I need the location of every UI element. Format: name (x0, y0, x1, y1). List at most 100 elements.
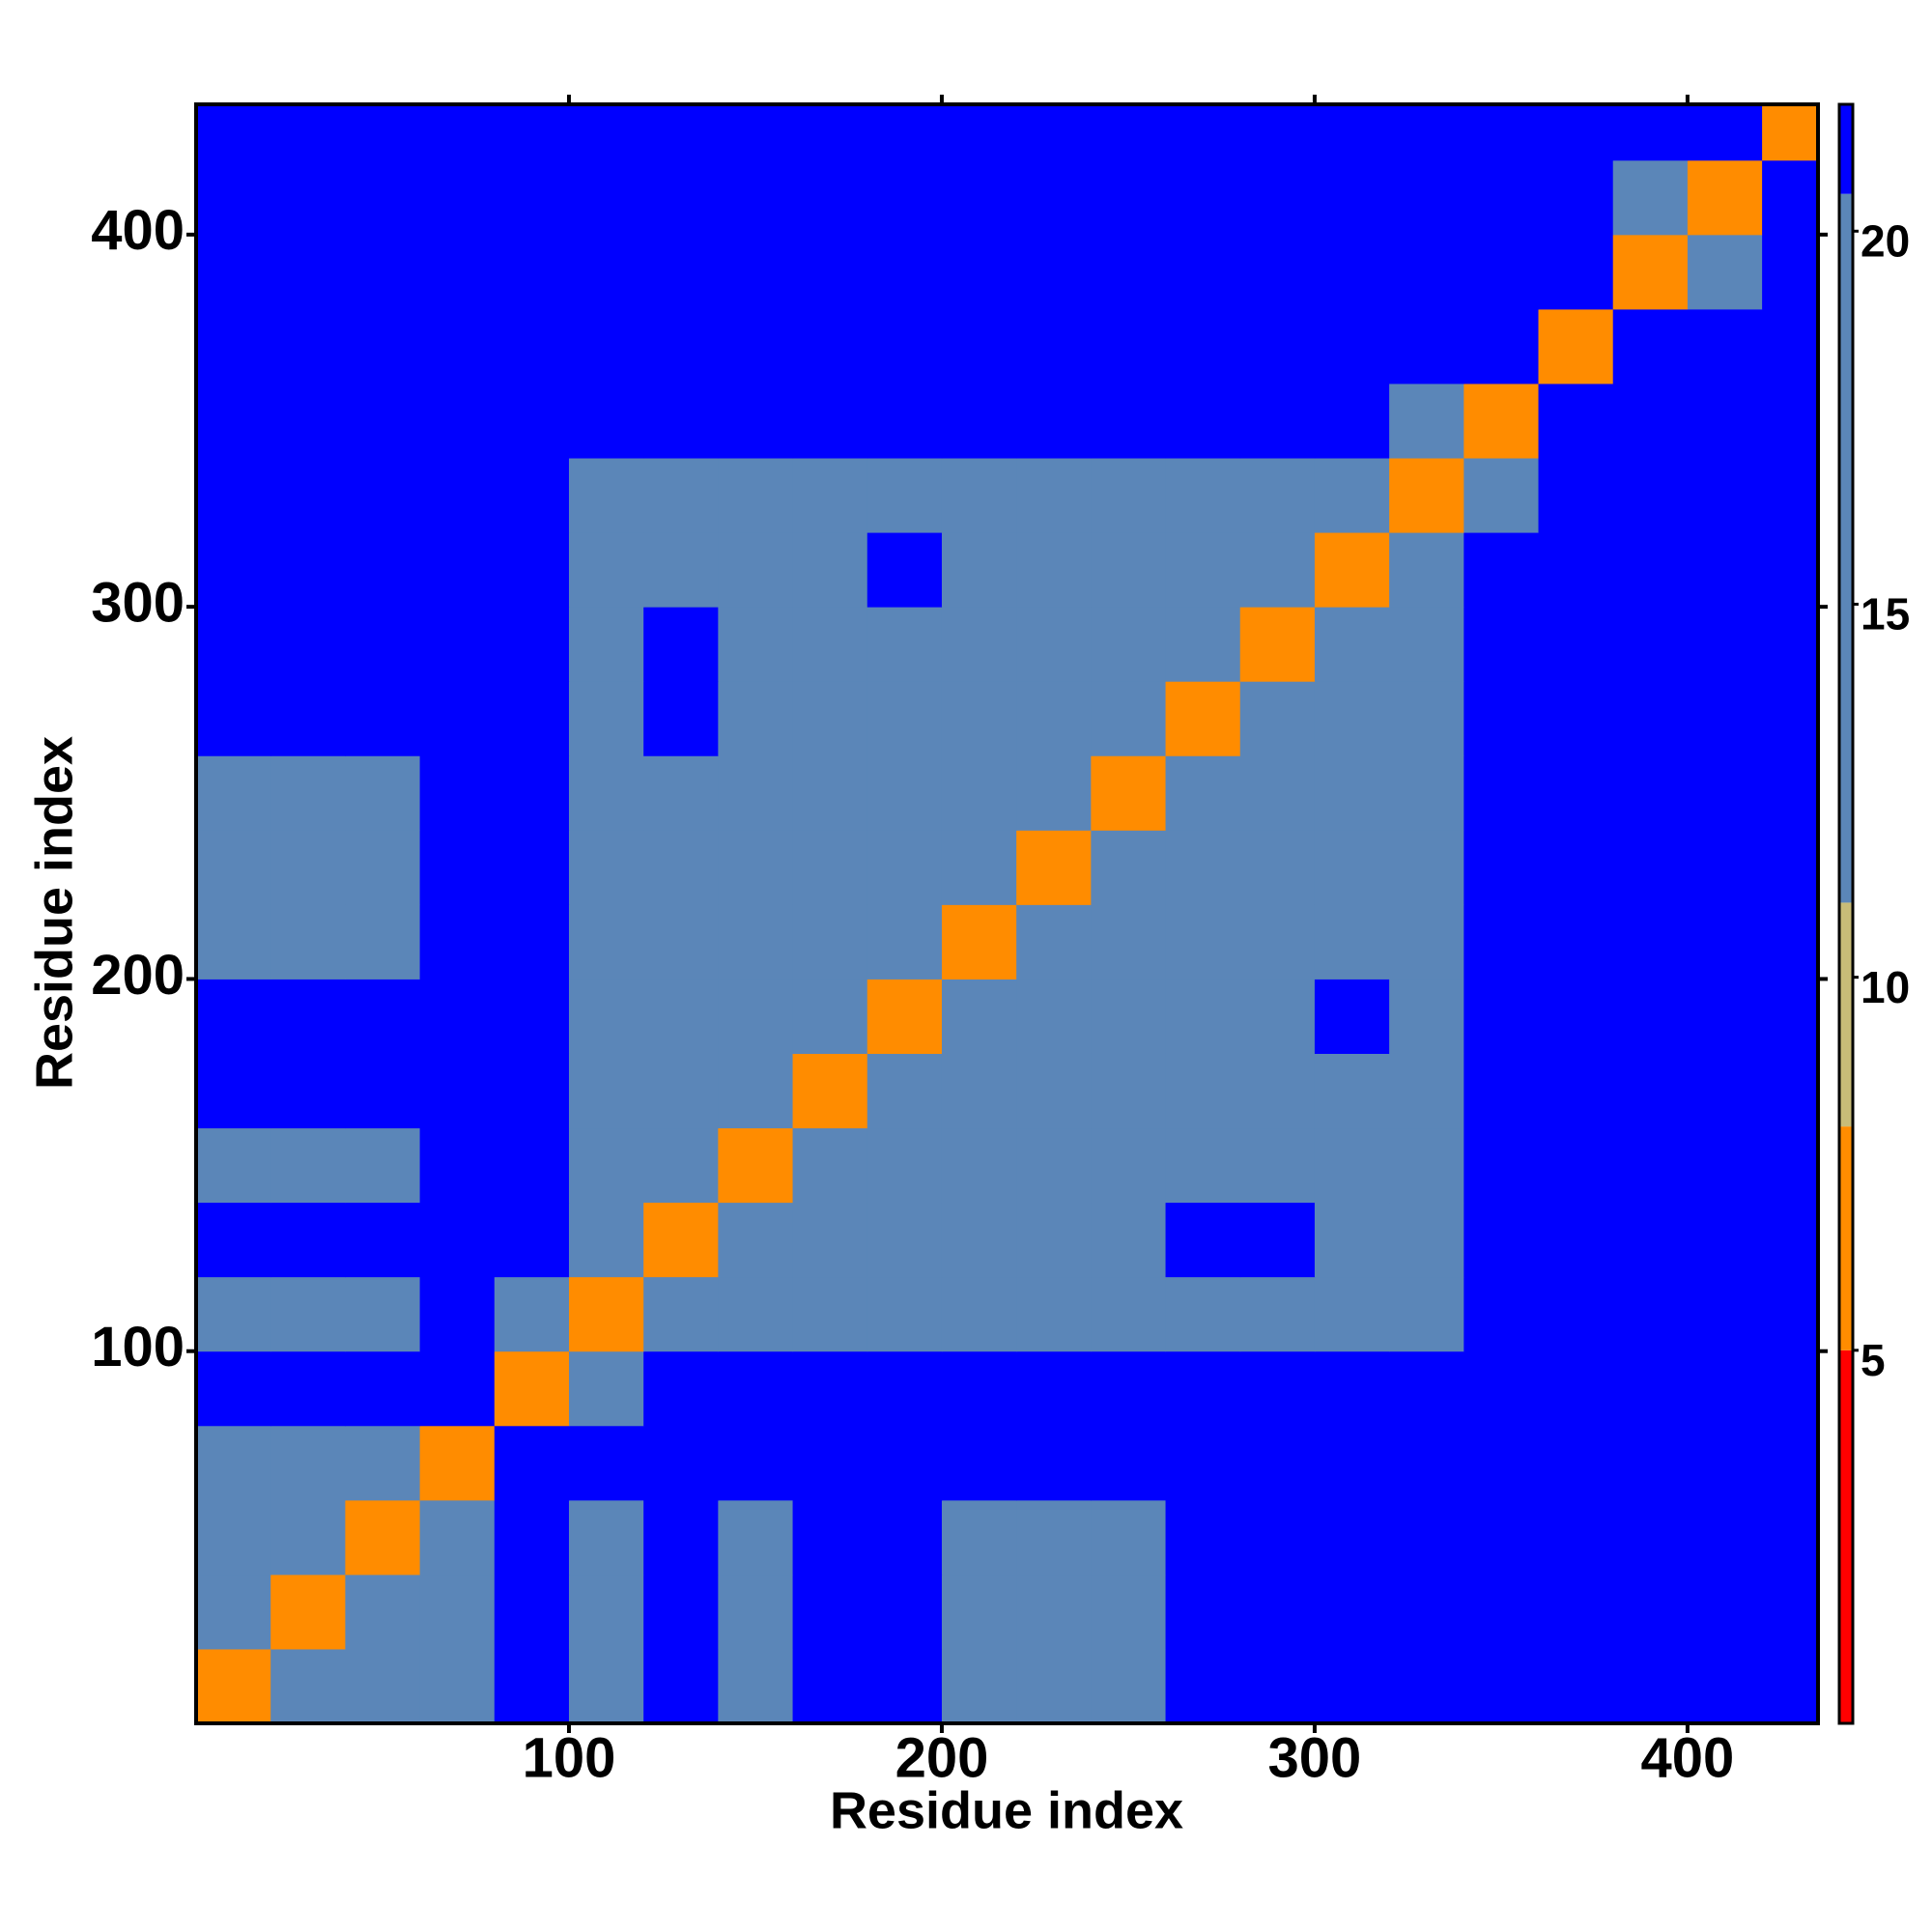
heat-cell (718, 308, 794, 384)
heat-cell (867, 1053, 943, 1129)
heat-cell (1389, 904, 1464, 980)
heat-cell (867, 1127, 943, 1204)
heat-cell (568, 681, 644, 756)
heat-cell (1091, 755, 1167, 831)
heat-cell (196, 1350, 271, 1427)
heat-cell (419, 234, 496, 310)
heat-cell (345, 1574, 421, 1650)
heat-cell (1762, 1350, 1819, 1427)
heat-cell (1165, 607, 1241, 682)
heat-cell (419, 458, 496, 533)
colorbar-frame (1837, 102, 1855, 1725)
heat-cell (1314, 681, 1390, 756)
heat-cell (1762, 979, 1819, 1054)
heat-cell (867, 159, 943, 236)
heat-cell (1389, 104, 1464, 161)
heat-cell (345, 979, 421, 1054)
heat-cell (941, 532, 1017, 608)
heat-cell (270, 1276, 346, 1352)
heat-cell (1463, 607, 1540, 682)
heat-cell (270, 755, 346, 831)
heat-cell (1762, 308, 1819, 384)
heat-cell (1314, 1350, 1390, 1427)
heat-cell (643, 1202, 719, 1278)
heat-cell (643, 1499, 719, 1576)
heat-cell (792, 159, 868, 236)
heat-cell (1091, 681, 1167, 756)
heat-cell (1016, 1276, 1092, 1352)
heat-cell (196, 458, 271, 533)
heat-cell (1239, 830, 1316, 905)
heat-cell (1687, 104, 1763, 161)
heat-cell (196, 308, 271, 384)
heat-cell (1687, 1276, 1763, 1352)
heat-cell (1165, 1425, 1241, 1501)
heat-cell (1538, 904, 1614, 980)
heat-cell (568, 1499, 644, 1576)
heat-cell (345, 1053, 421, 1129)
heat-cell (1091, 830, 1167, 905)
heat-cell (568, 383, 644, 459)
heat-cell (792, 607, 868, 682)
heat-cell (568, 607, 644, 682)
heat-cell (1165, 1648, 1241, 1724)
heat-cell (1463, 1202, 1540, 1278)
heat-cell (1463, 1425, 1540, 1501)
heat-cell (1091, 979, 1167, 1054)
x-tick-label: 200 (895, 1726, 989, 1789)
heat-cell (1165, 104, 1241, 161)
heat-cell (1538, 1350, 1614, 1427)
heat-cell (419, 1053, 496, 1129)
heat-cell (1463, 308, 1540, 384)
heat-cell (196, 383, 271, 459)
heat-cell (718, 1276, 794, 1352)
heat-cell (718, 104, 794, 161)
heat-cell (419, 1350, 496, 1427)
heat-cell (1314, 532, 1390, 608)
heat-cell (867, 1350, 943, 1427)
heat-cell (1091, 1276, 1167, 1352)
heat-cell (1612, 1202, 1689, 1278)
heat-cell (196, 1574, 271, 1650)
heat-cell (792, 1350, 868, 1427)
heat-cell (345, 458, 421, 533)
heat-cell (1239, 1425, 1316, 1501)
heat-cell (941, 234, 1017, 310)
heat-cell (792, 383, 868, 459)
heat-cell (1463, 458, 1540, 533)
heat-cell (1389, 830, 1464, 905)
heat-cell (1463, 1350, 1540, 1427)
heat-cell (568, 904, 644, 980)
heat-cell (419, 1648, 496, 1724)
heat-cell (1762, 830, 1819, 905)
heat-cell (867, 1202, 943, 1278)
heat-cell (1463, 104, 1540, 161)
heat-cell (1389, 532, 1464, 608)
heat-cell (494, 1425, 570, 1501)
heat-cell (1538, 1053, 1614, 1129)
heat-cell (1389, 1648, 1464, 1724)
heat-cell (1165, 979, 1241, 1054)
heat-cell (1091, 234, 1167, 310)
heat-cell (1239, 383, 1316, 459)
heat-cell (1091, 607, 1167, 682)
heat-cell (1091, 159, 1167, 236)
heat-cell (196, 755, 271, 831)
heat-cell (1239, 458, 1316, 533)
heat-cell (941, 755, 1017, 831)
heat-cell (1165, 755, 1241, 831)
heat-cell (1016, 1053, 1092, 1129)
heat-cell (1538, 383, 1614, 459)
heat-cell (345, 1648, 421, 1724)
heat-cell (867, 1574, 943, 1650)
heat-cell (270, 383, 346, 459)
heat-cell (1612, 681, 1689, 756)
heat-cell (941, 1350, 1017, 1427)
heat-cell (1612, 1499, 1689, 1576)
heat-cell (494, 1574, 570, 1650)
heat-cell (494, 308, 570, 384)
heat-cell (345, 607, 421, 682)
heat-cell (1687, 681, 1763, 756)
heat-cell (1389, 383, 1464, 459)
heat-cell (494, 234, 570, 310)
